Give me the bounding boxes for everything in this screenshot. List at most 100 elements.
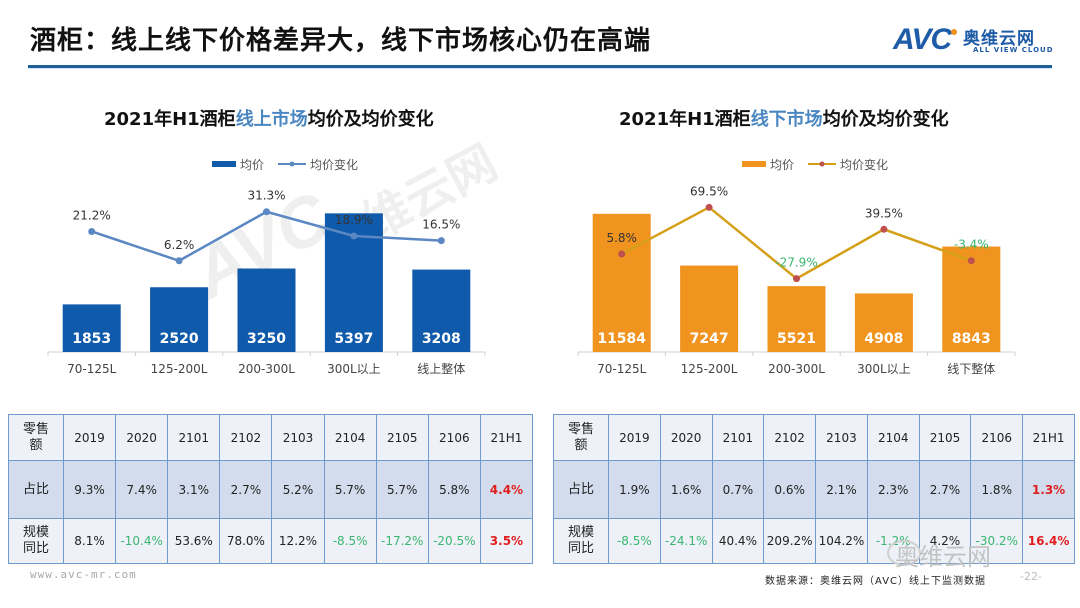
online-table-cell: 7.4%: [115, 460, 169, 519]
online-column-header: 21H1: [479, 414, 534, 461]
online-table-cell: -20.5%: [427, 518, 481, 564]
offline-column-header: 2020: [659, 414, 713, 461]
online-legend-bar-label: 均价: [240, 158, 264, 172]
offline-x-tick-label: 70-125L: [597, 362, 647, 376]
offline-table-cell: 1.8%: [970, 460, 1024, 519]
offline-price-chart: 均价 均价变化 11584 70-125L 7247 125-200L 5521 200-30…: [577, 157, 1016, 376]
online-table-cell: -17.2%: [375, 518, 429, 564]
offline-column-header: 2102: [763, 414, 817, 461]
wechat-icon: [887, 540, 921, 566]
online-bar: [150, 287, 209, 352]
online-line-marker: [88, 227, 96, 235]
offline-table-cell: -24.1%: [659, 518, 713, 564]
online-table-cell: 4.4%: [479, 460, 534, 519]
offline-table-cell: 2.1%: [815, 460, 868, 519]
online-line-marker: [175, 257, 183, 265]
offline-line-marker: [793, 275, 800, 283]
offline-line-label: -3.4%: [954, 238, 989, 252]
offline-bar-label: 7247: [690, 331, 729, 347]
page-number: -22-: [1020, 570, 1042, 583]
offline-table-cell: 1.9%: [608, 460, 661, 519]
offline-bar-label: 4908: [864, 331, 903, 347]
site-url: www.avc-mr.com: [30, 568, 137, 581]
online-x-tick-label: 200-300L: [238, 362, 295, 376]
offline-chart-title: 2021年H1酒柜线下市场均价及均价变化: [619, 105, 949, 131]
offline-bar-label: 5521: [777, 331, 816, 347]
online-bar-label: 2520: [160, 331, 199, 347]
online-legend: 均价 均价变化: [212, 157, 358, 172]
offline-title-suffix: 均价及均价变化: [822, 109, 949, 130]
online-table-row: 规模 同比 8.1% -10.4% 53.6% 78.0% 12.2% -8.5% -17.2…: [8, 518, 534, 564]
avc-logo: AVC 奥维云网 ALL VIEW CLOUD: [893, 22, 1058, 58]
offline-legend-line-marker: [819, 161, 825, 167]
online-x-tick-label: 300L以上: [327, 362, 381, 376]
online-bar: [237, 268, 296, 352]
offline-x-tick-label: 200-300L: [768, 362, 825, 376]
online-line-label: 31.3%: [247, 189, 285, 203]
online-price-chart: 均价 均价变化 1853 70-125L 2520 125-200L 3250 200-300…: [47, 157, 486, 376]
online-column-header: 2105: [375, 414, 429, 461]
offline-line-label: 69.5%: [690, 184, 728, 198]
online-x-tick-label: 125-200L: [151, 362, 208, 376]
offline-x-tick-label: 线下整体: [947, 361, 995, 376]
offline-table-cell: 209.2%: [763, 518, 817, 564]
online-header-row: 零售 额 2019 2020 2101 2102 2103 2104 2105 2106 21H1: [8, 414, 534, 461]
online-corner-cell: 零售 额: [8, 414, 64, 461]
offline-line-marker: [880, 225, 888, 233]
offline-table-cell: 1.3%: [1022, 460, 1075, 519]
online-row-label: 占比: [8, 460, 64, 519]
offline-line-label: 5.8%: [606, 231, 637, 245]
logo-en-text: ALL VIEW CLOUD: [973, 46, 1054, 54]
online-line-label: 18.9%: [335, 213, 373, 227]
online-table-cell: 3.1%: [167, 460, 221, 519]
online-table-cell: 78.0%: [219, 518, 273, 564]
online-x-tick-label: 70-125L: [67, 362, 117, 376]
online-table-cell: 8.1%: [62, 518, 117, 564]
online-bar: [62, 304, 121, 352]
offline-table-row: 占比 1.9% 1.6% 0.7% 0.6% 2.1% 2.3% 2.7% 1.8% 1.3%: [553, 460, 1075, 519]
offline-legend-line-label: 均价变化: [840, 157, 888, 172]
offline-corner-cell: 零售 额: [553, 414, 609, 461]
offline-legend-bar-swatch: [742, 161, 766, 167]
logo-cn-text: 奥维云网: [963, 29, 1035, 49]
offline-table-cell: 2.7%: [918, 460, 972, 519]
online-legend-line-label: 均价变化: [310, 157, 358, 172]
offline-line-marker: [705, 203, 713, 211]
online-table-cell: -8.5%: [323, 518, 377, 564]
offline-x-tick-label: 300L以上: [857, 362, 911, 376]
offline-bar: [854, 293, 913, 352]
online-column-header: 2020: [115, 414, 169, 461]
online-table-cell: 53.6%: [167, 518, 221, 564]
offline-column-header: 2101: [711, 414, 765, 461]
online-column-header: 2019: [62, 414, 117, 461]
offline-line-marker: [618, 250, 626, 258]
online-line-marker: [263, 208, 270, 216]
online-bar: [412, 269, 471, 352]
offline-table-cell: 2.3%: [866, 460, 920, 519]
online-column-header: 2103: [271, 414, 325, 461]
offline-bar: [592, 213, 651, 352]
online-line-label: 21.2%: [73, 208, 111, 222]
offline-line-label: -27.9%: [775, 256, 817, 270]
offline-column-header: 21H1: [1022, 414, 1075, 461]
offline-table-cell: 104.2%: [815, 518, 868, 564]
online-bar-label: 1853: [72, 331, 111, 347]
online-table-cell: 5.7%: [375, 460, 429, 519]
online-table-cell: 5.2%: [271, 460, 325, 519]
offline-row-label: 占比: [553, 460, 609, 519]
online-legend-bar-swatch: [212, 161, 236, 167]
offline-bar-label: 8843: [952, 331, 991, 347]
offline-title-highlight: 线下市场: [750, 109, 823, 130]
online-legend-line-marker: [289, 161, 295, 167]
offline-row-label: 规模 同比: [553, 518, 609, 564]
online-line-label: 16.5%: [422, 218, 460, 232]
offline-column-header: 2019: [608, 414, 661, 461]
online-line-marker: [350, 232, 358, 240]
offline-line-label: 39.5%: [865, 206, 903, 220]
online-table-cell: 3.5%: [479, 518, 534, 564]
slide-title: 酒柜：线上线下价格差异大，线下市场核心仍在高端: [30, 26, 652, 56]
online-row-label: 规模 同比: [8, 518, 64, 564]
offline-table-cell: 4.2%: [918, 518, 972, 564]
online-chart-title: 2021年H1酒柜线上市场均价及均价变化: [104, 105, 434, 131]
online-bar-label: 5397: [334, 331, 373, 347]
